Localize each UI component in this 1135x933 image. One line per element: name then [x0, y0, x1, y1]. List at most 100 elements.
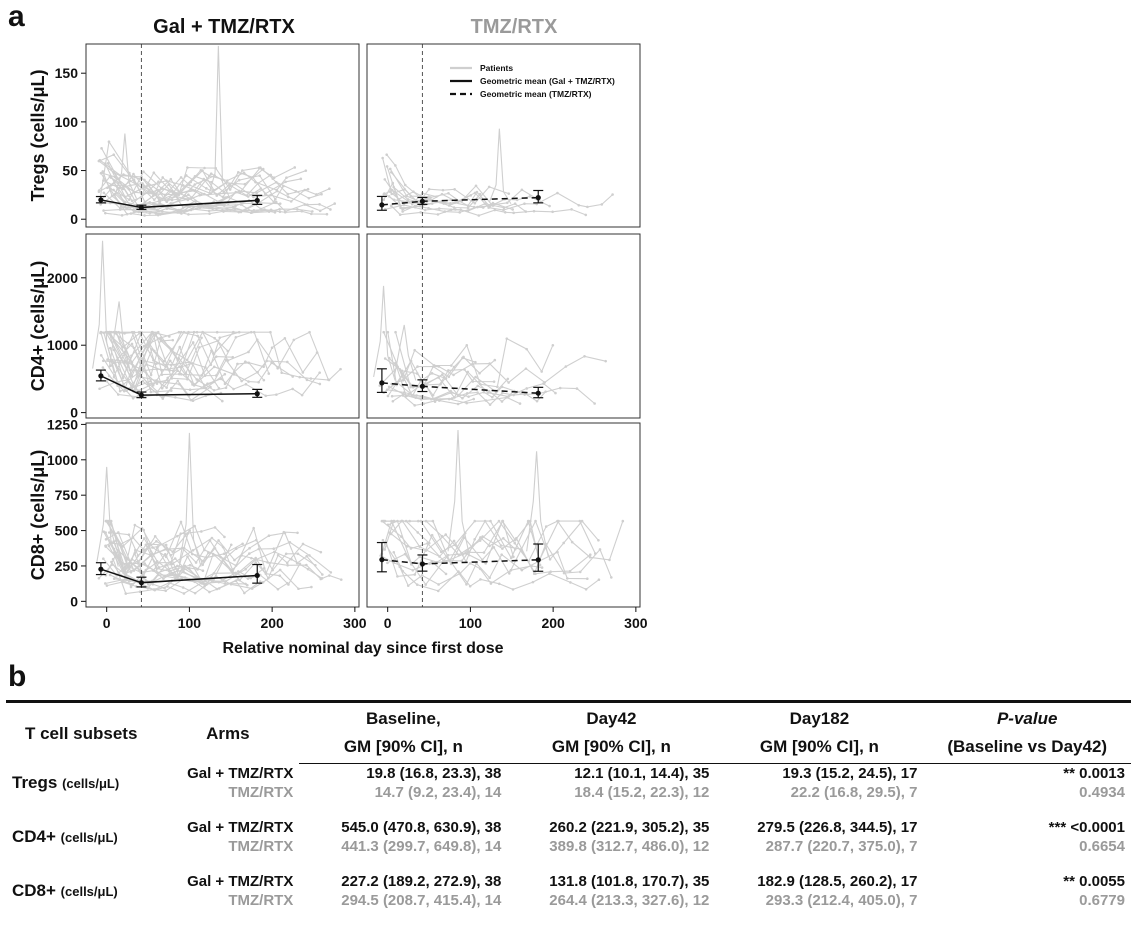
- patient-line-gal-r2-24: [109, 520, 322, 580]
- header-day42: Day42: [507, 700, 716, 733]
- patient-line-gal-r0-17: [105, 208, 313, 217]
- subset-unit: (cells/μL): [60, 884, 118, 899]
- mean-point-tmz-r0-2: [535, 195, 541, 201]
- subset-cell: CD4+ (cells/μL): [6, 818, 156, 856]
- day42-cell: 131.8 (101.8, 170.7), 35: [549, 873, 710, 890]
- y-tick-label-r2-1: 250: [55, 558, 79, 574]
- subset-unit: (cells/μL): [60, 830, 118, 845]
- day182-cell: 287.7 (220.7, 375.0), 7: [765, 838, 918, 855]
- arm-cell: Gal + TMZ/RTX: [187, 873, 294, 890]
- patient-line-tmz-r2-0: [380, 555, 447, 575]
- day42-cell: 18.4 (15.2, 22.3), 12: [574, 784, 710, 801]
- patient-line-gal-r2-8: [109, 529, 323, 575]
- mean-point-gal-r2-0: [98, 566, 104, 572]
- panel-letter-a: a: [8, 0, 25, 33]
- patient-line-tmz-r1-4: [383, 331, 554, 388]
- table-row: CD4+ (cells/μL) Gal + TMZ/RTX 545.0 (470.8…: [6, 818, 1131, 846]
- pvalue-cell: ** 0.0013: [1063, 765, 1125, 782]
- y-tick-label-r2-4: 1000: [47, 452, 78, 468]
- patient-line-tmz-r2-12: [387, 519, 514, 565]
- patient-line-tmz-r2-4: [387, 551, 588, 586]
- mean-point-gal-r0-0: [98, 197, 104, 203]
- patient-spike-tmz-r2-0: [447, 430, 471, 557]
- patient-spike-gal-r1-0: [92, 240, 115, 374]
- pvalue-cell: *** <0.0001: [1048, 819, 1125, 836]
- header-arms: Arms: [156, 700, 300, 764]
- patient-line-gal-r2-9: [105, 532, 342, 585]
- patient-line-tmz-r0-6: [385, 203, 527, 213]
- patient-line-gal-r0-18: [103, 189, 331, 210]
- patient-line-gal-r0-23: [113, 187, 226, 209]
- mean-point-gal-r0-1: [138, 204, 145, 211]
- panel-letter-b: b: [8, 660, 27, 693]
- panel-frame-tmz-r2: [366, 422, 641, 608]
- panel-frame-tmz-r1: [366, 233, 641, 419]
- day182-cell: 182.9 (128.5, 260.2), 17: [757, 873, 918, 890]
- patient-line-gal-r0-21: [99, 159, 272, 201]
- patient-line-tmz-r1-8: [387, 372, 509, 397]
- patient-line-tmz-r0-4: [382, 157, 481, 209]
- figure-panel-a: Gal + TMZ/RTX TMZ/RTX 0 50 100 150 Tregs (cell…: [28, 16, 648, 657]
- panel-gal-r2: [85, 422, 360, 608]
- patient-line-tmz-r1-12: [387, 332, 496, 387]
- x-tick-label-tmz-3: 300: [624, 615, 648, 631]
- table-row: TMZ/RTX 14.7 (9.2, 23.4), 14 18.4 (15.2, 2…: [6, 783, 1131, 802]
- patient-spike-gal-r2-1: [96, 466, 119, 567]
- patient-spike-tmz-r1-1: [393, 324, 417, 381]
- patient-line-gal-r2-19: [113, 548, 147, 589]
- day182-cell: 22.2 (16.8, 29.5), 7: [790, 784, 918, 801]
- table-gap: [6, 856, 1131, 872]
- day42-cell: 12.1 (10.1, 14.4), 35: [574, 765, 710, 782]
- column-title-gal: Gal + TMZ/RTX: [153, 16, 295, 38]
- patient-line-gal-r2-25: [110, 520, 209, 574]
- legend-label-0: Patients: [480, 63, 513, 73]
- patient-line-tmz-r0-12: [383, 181, 493, 213]
- pvalue-cell: ** 0.0055: [1063, 873, 1125, 890]
- patient-line-tmz-r2-6: [382, 539, 543, 587]
- panel-gal-r1: [85, 233, 360, 419]
- panel-frame-gal-r2: [85, 422, 360, 608]
- y-tick-label-r1-0: 0: [70, 405, 78, 421]
- x-tick-label-gal-2: 200: [260, 615, 284, 631]
- mean-point-tmz-r2-2: [535, 557, 541, 563]
- baseline-cell: 294.5 (208.7, 415.4), 14: [341, 892, 502, 909]
- y-axis-title-r2: CD8+ (cells/μL): [28, 450, 48, 581]
- baseline-cell: 441.3 (299.7, 649.8), 14: [341, 838, 502, 855]
- patient-line-tmz-r1-6: [391, 355, 606, 385]
- patient-line-gal-r0-22: [107, 168, 264, 197]
- x-tick-label-tmz-2: 200: [541, 615, 565, 631]
- x-tick-label-gal-1: 100: [178, 615, 202, 631]
- header-baseline-sub: GM [90% CI], n: [299, 733, 508, 764]
- patient-spike-gal-r2-0: [178, 432, 202, 567]
- patient-line-tmz-r2-2: [385, 534, 591, 577]
- mean-point-tmz-r1-2: [535, 390, 541, 396]
- patient-line-gal-r2-10: [112, 558, 261, 595]
- patient-spike-gal-r0-1: [114, 133, 137, 199]
- patient-line-tmz-r1-13: [392, 394, 474, 405]
- summary-table: T cell subsets Arms Baseline, Day42 Day1…: [6, 700, 1131, 910]
- patient-spike-tmz-r2-1: [526, 451, 549, 557]
- y-tick-label-r2-5: 1250: [47, 416, 78, 432]
- y-axis-title-r0: Tregs (cells/μL): [28, 69, 48, 201]
- mean-point-gal-r0-2: [254, 197, 260, 204]
- panel-frame-gal-r1: [85, 233, 360, 419]
- pvalue-cell: 0.6654: [1079, 838, 1125, 855]
- patient-line-gal-r1-22: [103, 345, 294, 392]
- mean-point-tmz-r1-0: [379, 380, 385, 386]
- patient-line-tmz-r2-11: [381, 519, 541, 566]
- table-row: Tregs (cells/μL) Gal + TMZ/RTX 19.8 (16.8,…: [6, 764, 1131, 792]
- x-axis-title: Relative nominal day since first dose: [223, 640, 504, 657]
- header-pvalue-sub: (Baseline vs Day42): [923, 733, 1131, 764]
- mean-point-gal-r2-2: [254, 572, 260, 579]
- patient-line-gal-r0-20: [101, 169, 306, 195]
- pvalue-cell: 0.6779: [1079, 892, 1125, 909]
- column-title-tmz: TMZ/RTX: [471, 16, 558, 38]
- patient-line-tmz-r0-3: [390, 171, 429, 198]
- patient-line-gal-r1-24: [109, 331, 240, 368]
- mean-point-gal-r1-1: [138, 392, 145, 398]
- patient-line-gal-r1-5: [106, 380, 222, 402]
- header-day182-sub: GM [90% CI], n: [715, 733, 924, 764]
- panel-tmz-r0: [366, 43, 641, 228]
- patient-line-gal-r2-22: [109, 526, 298, 576]
- arm-cell: Gal + TMZ/RTX: [187, 764, 294, 782]
